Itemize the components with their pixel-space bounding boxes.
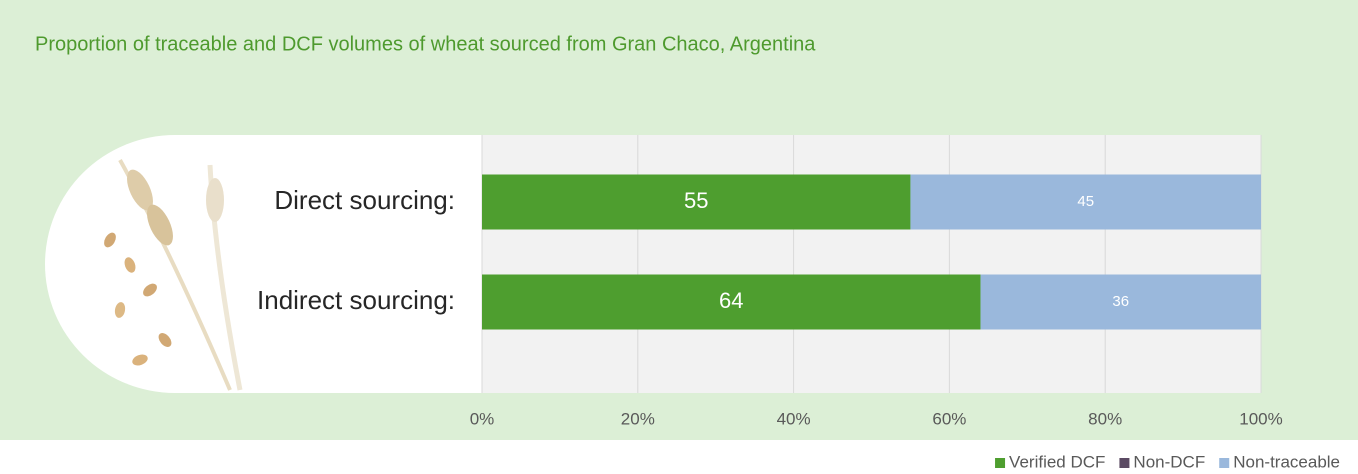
category-label: Indirect sourcing: xyxy=(257,285,455,315)
legend-label: Non-traceable xyxy=(1233,452,1340,471)
bar-segment xyxy=(910,174,1261,230)
image-area xyxy=(45,135,482,393)
wheat-decoration xyxy=(104,159,243,391)
legend-swatch xyxy=(1119,458,1130,468)
chart-title: Proportion of traceable and DCF volumes … xyxy=(35,33,816,55)
x-tick-label: 40% xyxy=(777,409,811,428)
legend-swatch xyxy=(995,458,1006,468)
bar-segment xyxy=(482,274,981,330)
legend-label: Verified DCF xyxy=(1009,452,1105,471)
category-label: Direct sourcing: xyxy=(274,185,455,215)
bar-segment xyxy=(482,174,911,230)
data-label: 55 xyxy=(684,188,708,213)
bar-segment xyxy=(980,274,1261,330)
data-label: 36 xyxy=(1112,293,1129,310)
x-tick-label: 0% xyxy=(470,409,495,428)
data-label: 64 xyxy=(719,288,743,313)
x-tick-label: 60% xyxy=(932,409,966,428)
data-label: 45 xyxy=(1077,193,1094,210)
x-tick-label: 80% xyxy=(1088,409,1122,428)
x-tick-label: 20% xyxy=(621,409,655,428)
legend-label: Non-DCF xyxy=(1133,452,1205,471)
plot-area xyxy=(482,135,1261,393)
legend-swatch xyxy=(1219,458,1230,468)
x-tick-label: 100% xyxy=(1239,409,1282,428)
